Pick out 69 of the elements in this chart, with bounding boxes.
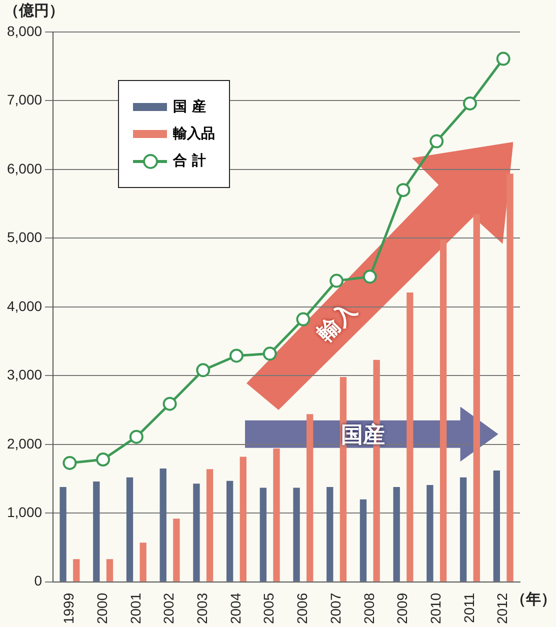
point <box>229 348 244 363</box>
point <box>462 96 477 110</box>
x-axis-title: （年） <box>511 590 556 608</box>
legend-label: 国 産 <box>173 98 206 116</box>
point <box>330 274 344 288</box>
point <box>262 346 277 361</box>
x-tick-label: 2011 <box>460 592 477 623</box>
bar <box>460 477 467 582</box>
point <box>296 312 310 326</box>
y-tick-label: 6,000 <box>6 160 42 176</box>
bar <box>426 484 434 582</box>
point <box>362 270 377 284</box>
bar <box>293 488 300 582</box>
point <box>62 456 77 470</box>
bar <box>73 559 80 582</box>
bar <box>493 470 500 582</box>
bar <box>193 484 200 582</box>
bar <box>260 488 267 582</box>
x-tick-label: 2007 <box>327 592 344 624</box>
x-tick-label: 2010 <box>427 592 444 624</box>
y-tick-label: 0 <box>34 572 42 589</box>
bar <box>506 174 514 582</box>
point <box>430 134 444 148</box>
bar <box>406 292 414 582</box>
bar <box>473 214 480 582</box>
legend-label: 合 計 <box>173 152 206 170</box>
y-tick-label: 8,000 <box>6 22 42 39</box>
y-axis-title: （億円） <box>4 1 64 20</box>
y-tick-label: 4,000 <box>6 298 42 314</box>
x-tick-label: 2008 <box>360 592 377 624</box>
bar <box>273 448 280 582</box>
bar <box>226 480 234 582</box>
point <box>162 396 177 411</box>
bar <box>60 487 66 582</box>
bar <box>360 499 367 582</box>
point <box>196 363 210 378</box>
x-tick-label: 2004 <box>227 592 244 624</box>
bar <box>173 518 180 582</box>
point <box>96 452 110 467</box>
bar <box>93 482 100 582</box>
bar <box>106 559 114 582</box>
point <box>129 430 144 444</box>
bar <box>126 477 134 582</box>
bar <box>206 469 214 582</box>
bar <box>440 240 447 582</box>
y-tick-label: 7,000 <box>6 92 42 108</box>
x-tick-label: 2000 <box>94 592 110 624</box>
bar <box>306 414 314 582</box>
bar <box>393 487 400 582</box>
legend-label: 輸入品 <box>173 125 215 143</box>
bar <box>240 456 246 582</box>
x-tick-label: 1999 <box>60 592 77 624</box>
x-tick-label: 2002 <box>160 592 177 624</box>
annotation: 輸入 <box>312 296 363 348</box>
y-tick-label: 3,000 <box>6 366 42 383</box>
y-tick-label: 1,000 <box>6 504 42 520</box>
x-tick-label: 2005 <box>260 592 277 624</box>
y-tick-label: 5,000 <box>6 229 42 246</box>
x-tick-label: 2001 <box>127 592 144 624</box>
point <box>396 183 410 198</box>
bar <box>326 487 334 582</box>
x-tick-label: 2009 <box>394 592 410 624</box>
x-tick-label: 2006 <box>294 592 310 624</box>
bar <box>160 468 166 582</box>
bar <box>140 542 146 582</box>
x-tick-label: 2003 <box>194 592 210 624</box>
y-tick-label: 2,000 <box>6 435 42 452</box>
point <box>496 52 510 66</box>
x-tick-label: 2012 <box>494 592 510 624</box>
